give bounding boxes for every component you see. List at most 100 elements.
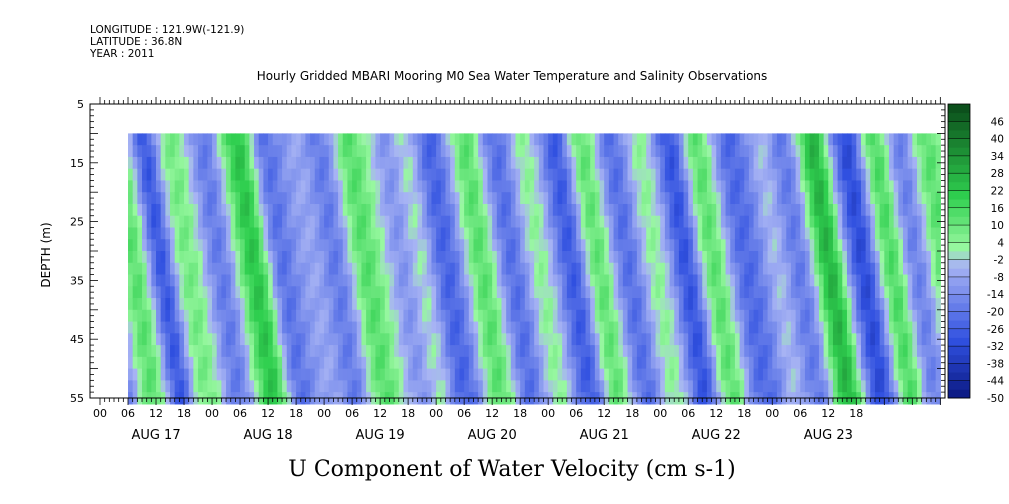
heat-cell bbox=[786, 368, 792, 381]
heat-cell bbox=[356, 333, 363, 346]
heat-cell bbox=[146, 168, 152, 182]
heat-cell bbox=[450, 227, 456, 240]
heat-cell bbox=[515, 345, 521, 358]
heat-cell bbox=[776, 180, 783, 193]
heat-cell bbox=[557, 368, 563, 381]
heat-cell bbox=[720, 145, 727, 158]
heat-cell bbox=[632, 380, 638, 393]
heat-cell bbox=[706, 298, 713, 311]
heat-cell bbox=[375, 133, 381, 146]
heat-cell bbox=[464, 356, 470, 370]
heat-cell bbox=[650, 180, 657, 193]
heat-cell bbox=[249, 168, 255, 182]
heat-cell bbox=[417, 368, 423, 381]
heat-cell bbox=[739, 286, 745, 299]
heat-cell bbox=[454, 309, 461, 323]
heat-cell bbox=[753, 333, 759, 346]
heat-cell bbox=[394, 239, 400, 252]
heat-cell bbox=[258, 156, 264, 170]
heat-cell bbox=[884, 156, 890, 170]
heat-cell bbox=[263, 239, 269, 252]
heat-cell bbox=[128, 156, 134, 170]
heat-cell bbox=[300, 251, 307, 264]
heat-cell bbox=[571, 356, 577, 370]
heat-cell bbox=[874, 262, 881, 276]
heat-cell bbox=[571, 321, 577, 334]
heat-cell bbox=[445, 227, 451, 240]
heat-cell bbox=[678, 345, 685, 358]
heat-cell bbox=[468, 203, 475, 217]
heat-cell bbox=[832, 274, 839, 287]
heat-cell bbox=[212, 274, 218, 287]
heat-cell bbox=[496, 286, 503, 299]
heat-cell bbox=[879, 203, 885, 217]
heat-cell bbox=[935, 180, 941, 193]
heat-cell bbox=[730, 239, 736, 252]
heat-cell bbox=[888, 356, 895, 370]
heat-cell bbox=[898, 356, 904, 370]
heat-cell bbox=[786, 380, 792, 393]
heat-cell bbox=[179, 168, 185, 182]
heat-cell bbox=[865, 180, 871, 193]
heat-cell bbox=[193, 251, 199, 264]
heat-cell bbox=[688, 356, 694, 370]
heat-cell bbox=[795, 156, 801, 170]
heat-cell bbox=[762, 239, 769, 252]
heat-cell bbox=[870, 321, 876, 334]
heat-cell bbox=[935, 192, 941, 205]
heat-cell bbox=[706, 215, 713, 229]
heat-cell bbox=[902, 309, 909, 323]
heat-cell bbox=[436, 298, 442, 311]
heat-cell bbox=[865, 309, 871, 323]
heat-cell bbox=[660, 380, 666, 393]
heat-cell bbox=[846, 321, 853, 334]
heat-cell bbox=[403, 251, 409, 264]
heat-cell bbox=[879, 262, 885, 276]
heat-cell bbox=[767, 321, 773, 334]
heat-cell bbox=[487, 356, 493, 370]
heat-cell bbox=[240, 321, 246, 334]
heat-cell bbox=[534, 156, 540, 170]
heat-cell bbox=[851, 345, 857, 358]
heat-cell bbox=[823, 345, 829, 358]
heat-cell bbox=[319, 145, 325, 158]
heat-cell bbox=[431, 203, 437, 217]
heat-cell bbox=[207, 262, 213, 276]
heat-cell bbox=[380, 180, 386, 193]
heat-cell bbox=[902, 180, 909, 193]
heat-cell bbox=[590, 203, 596, 217]
heat-cell bbox=[156, 380, 162, 393]
heat-cell bbox=[548, 156, 554, 170]
heat-cell bbox=[856, 298, 862, 311]
heat-cell bbox=[454, 356, 461, 370]
heat-cell bbox=[664, 203, 671, 217]
heat-cell bbox=[291, 215, 297, 229]
heat-cell bbox=[753, 321, 759, 334]
heat-cell bbox=[450, 321, 456, 334]
heat-cell bbox=[571, 203, 577, 217]
heat-cell bbox=[664, 251, 671, 264]
heat-cell bbox=[305, 286, 311, 299]
heat-cell bbox=[576, 298, 582, 311]
heat-cell bbox=[622, 356, 629, 370]
heat-cell bbox=[510, 356, 517, 370]
heat-cell bbox=[702, 286, 708, 299]
heat-cell bbox=[865, 145, 871, 158]
heat-cell bbox=[571, 274, 577, 287]
heat-cell bbox=[902, 262, 909, 276]
heat-cell bbox=[562, 192, 568, 205]
heat-cell bbox=[646, 156, 652, 170]
heat-cell bbox=[860, 368, 867, 381]
heat-cell bbox=[408, 333, 414, 346]
heat-cell bbox=[790, 333, 797, 346]
heat-cell bbox=[403, 192, 409, 205]
heat-cell bbox=[776, 239, 783, 252]
heat-cell bbox=[874, 203, 881, 217]
heat-cell bbox=[706, 345, 713, 358]
heat-cell bbox=[632, 333, 638, 346]
heat-cell bbox=[809, 368, 815, 381]
heat-cell bbox=[865, 262, 871, 276]
heat-cell bbox=[762, 168, 769, 182]
heat-cell bbox=[412, 168, 419, 182]
heat-cell bbox=[809, 356, 815, 370]
